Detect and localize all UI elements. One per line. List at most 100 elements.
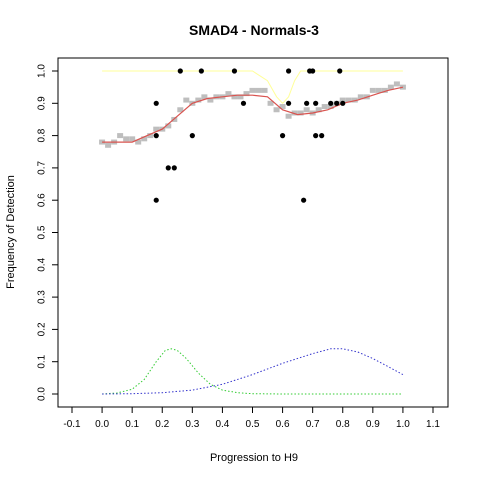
plot-layer: -0.1 0.0 0.1 0.2 0.3 0.4 0.5 0.6 0.7 0.8 0.9 1.0 1.1… bbox=[37, 57, 449, 430]
smoothed-point bbox=[297, 110, 304, 116]
smoothed-point bbox=[135, 139, 142, 145]
observed-point bbox=[301, 197, 307, 203]
density-1-line bbox=[102, 348, 403, 395]
plot-frame bbox=[57, 57, 449, 408]
smoothed-point bbox=[351, 97, 358, 103]
observed-point bbox=[171, 165, 177, 171]
density-2-line bbox=[102, 348, 404, 395]
smoothed-point bbox=[375, 87, 382, 93]
smoothed-point bbox=[153, 126, 160, 132]
x-tick-label: 0.2 bbox=[155, 419, 169, 430]
observed-point bbox=[153, 100, 159, 106]
x-tick-label: 0.4 bbox=[215, 419, 229, 430]
x-tick-label: 0.7 bbox=[306, 419, 320, 430]
y-tick-label: 0.3 bbox=[37, 290, 48, 304]
reference-line-line bbox=[102, 70, 403, 105]
x-tick-label: 0.9 bbox=[366, 419, 380, 430]
smoothed-point bbox=[381, 87, 388, 93]
smoothed-point bbox=[393, 81, 400, 87]
smoothed-point bbox=[279, 104, 286, 110]
smoothed-point bbox=[267, 100, 274, 106]
y-tick-label: 0.2 bbox=[37, 322, 48, 336]
x-tick-label: 0.6 bbox=[276, 419, 290, 430]
observed-point bbox=[286, 68, 292, 74]
smoothed-point bbox=[177, 107, 184, 113]
smoothed-point bbox=[339, 97, 346, 103]
observed-point bbox=[153, 133, 159, 139]
y-tick-label: 0.9 bbox=[37, 96, 48, 110]
smoothed-point bbox=[123, 136, 130, 142]
smoothed-point bbox=[195, 97, 202, 103]
observed-point bbox=[177, 68, 183, 74]
observed-point bbox=[319, 133, 325, 139]
observed-point bbox=[334, 100, 340, 106]
smoothed-point bbox=[369, 87, 376, 93]
x-tick-label: -0.1 bbox=[63, 419, 81, 430]
x-axis-title: Progression to H9 bbox=[210, 452, 298, 464]
smoothed-point bbox=[291, 110, 298, 116]
observed-point bbox=[198, 68, 204, 74]
observed-point bbox=[189, 133, 195, 139]
smoothed-point bbox=[129, 136, 136, 142]
y-tick-label: 0.4 bbox=[37, 257, 48, 271]
smoothed-point bbox=[207, 97, 214, 103]
observed-point bbox=[286, 100, 292, 106]
smoothed-point bbox=[315, 107, 322, 113]
smoothed-point bbox=[345, 97, 352, 103]
x-tick-label: 0.8 bbox=[336, 419, 350, 430]
smoothed-point bbox=[285, 113, 292, 119]
smoothed-point bbox=[237, 94, 244, 100]
smoothed-point bbox=[231, 94, 238, 100]
smoothed-point bbox=[165, 123, 172, 129]
observed-point bbox=[328, 100, 334, 106]
x-tick-label: 1.1 bbox=[426, 419, 440, 430]
observed-point bbox=[313, 133, 319, 139]
x-tick-label: 1.0 bbox=[396, 419, 410, 430]
observed-point bbox=[313, 100, 319, 106]
observed-point bbox=[337, 68, 343, 74]
observed-point bbox=[153, 197, 159, 203]
smoothed-point bbox=[387, 84, 394, 90]
observed-point bbox=[279, 133, 286, 139]
y-tick-label: 0.1 bbox=[37, 354, 48, 368]
smoothed-point bbox=[183, 97, 190, 103]
fitted-curve-line bbox=[102, 86, 404, 143]
smoothed-point bbox=[243, 91, 250, 97]
smoothed-point bbox=[147, 133, 154, 139]
smoothed-point bbox=[225, 91, 232, 97]
observed-point bbox=[231, 68, 238, 74]
y-tick-label: 0.8 bbox=[37, 128, 48, 142]
smoothed-point bbox=[105, 142, 112, 148]
observed-point bbox=[165, 165, 171, 171]
smoothed-point bbox=[261, 87, 268, 93]
smoothed-point bbox=[99, 139, 106, 145]
smoothed-point bbox=[201, 94, 208, 100]
chart-title: SMAD4 - Normals-3 bbox=[189, 22, 319, 38]
y-tick-label: 0.5 bbox=[37, 225, 48, 239]
y-axis-title: Frequency of Detection bbox=[5, 175, 17, 289]
x-tick-label: 0.1 bbox=[125, 419, 139, 430]
smoothed-point bbox=[357, 94, 364, 100]
smoothed-point bbox=[273, 107, 280, 113]
x-tick-label: 0.5 bbox=[246, 419, 260, 430]
smoothed-point bbox=[303, 107, 310, 113]
smoothed-point bbox=[327, 104, 334, 110]
smoothed-point bbox=[399, 84, 406, 90]
smoothed-point bbox=[255, 87, 262, 93]
x-tick-label: 0.0 bbox=[95, 419, 109, 430]
observed-point bbox=[240, 100, 247, 106]
smoothed-point bbox=[117, 133, 124, 139]
x-tick-label: 0.3 bbox=[185, 419, 199, 430]
y-tick-label: 1.0 bbox=[37, 64, 48, 78]
observed-point bbox=[310, 68, 316, 74]
observed-point bbox=[304, 100, 310, 106]
smoothed-point bbox=[249, 87, 256, 93]
smoothed-point bbox=[141, 136, 148, 142]
y-tick-label: 0.0 bbox=[37, 387, 48, 401]
smoothed-point bbox=[213, 94, 220, 100]
smoothed-point bbox=[321, 104, 328, 110]
y-tick-label: 0.7 bbox=[37, 161, 48, 175]
y-tick-label: 0.6 bbox=[37, 193, 48, 207]
